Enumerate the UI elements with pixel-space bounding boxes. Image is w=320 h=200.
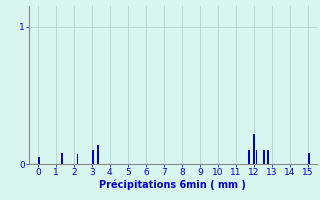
Bar — [61, 153, 63, 164]
Bar — [38, 157, 40, 164]
X-axis label: Précipitations 6min ( mm ): Précipitations 6min ( mm ) — [100, 180, 246, 190]
Bar — [267, 150, 269, 164]
Bar — [256, 150, 257, 164]
Bar — [97, 145, 99, 164]
Bar — [263, 150, 265, 164]
Bar — [253, 134, 255, 164]
Bar — [92, 150, 93, 164]
Bar — [308, 153, 310, 164]
Bar — [76, 154, 78, 164]
Bar — [248, 150, 250, 164]
